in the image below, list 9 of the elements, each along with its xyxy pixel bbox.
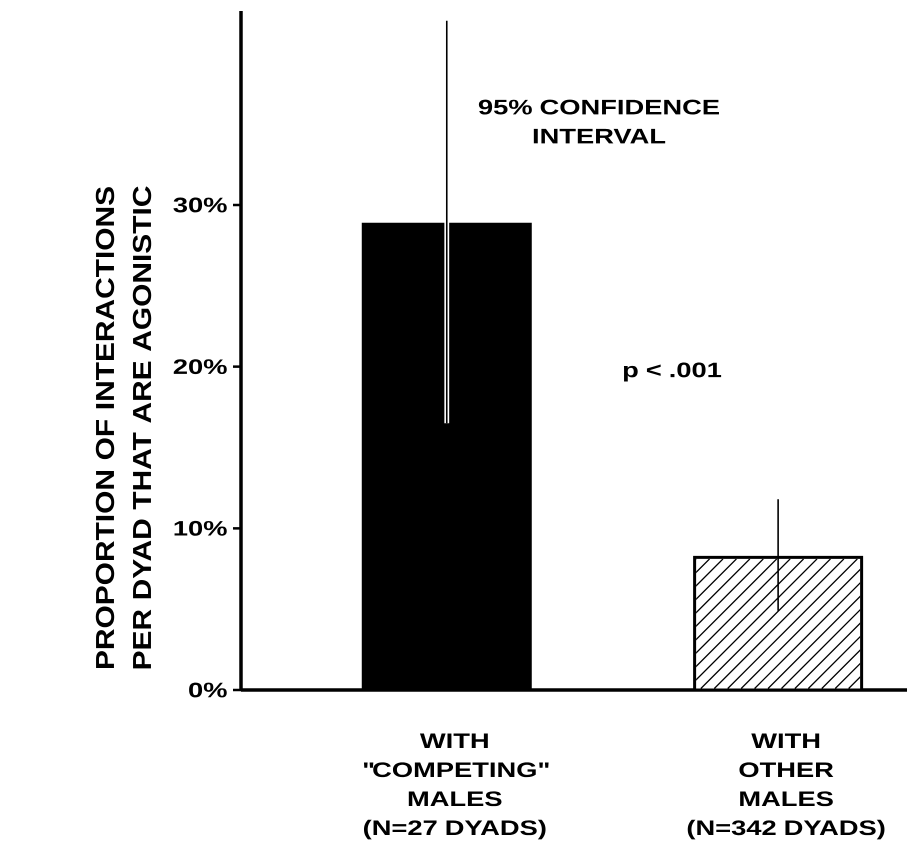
y-tick-label: 10% xyxy=(174,520,227,536)
annotation: 95% CONFIDENCE INTERVAL xyxy=(478,100,719,144)
x-tick-label: WITH OTHER MALES (N=342 DYADS) xyxy=(688,734,884,840)
y-tick-label: 0% xyxy=(189,682,227,698)
y-tick-label: 30% xyxy=(173,198,227,212)
y-axis-title: PROPORTION OF INTERACTIONS PER DYAD THAT ARE AGONISTIC xyxy=(96,186,152,668)
x-tick-label: WITH "COMPETING" MALES (N=27 DYADS) xyxy=(364,734,549,840)
y-tick-label: 20% xyxy=(174,359,227,374)
annotation: p < .001 xyxy=(624,362,722,382)
